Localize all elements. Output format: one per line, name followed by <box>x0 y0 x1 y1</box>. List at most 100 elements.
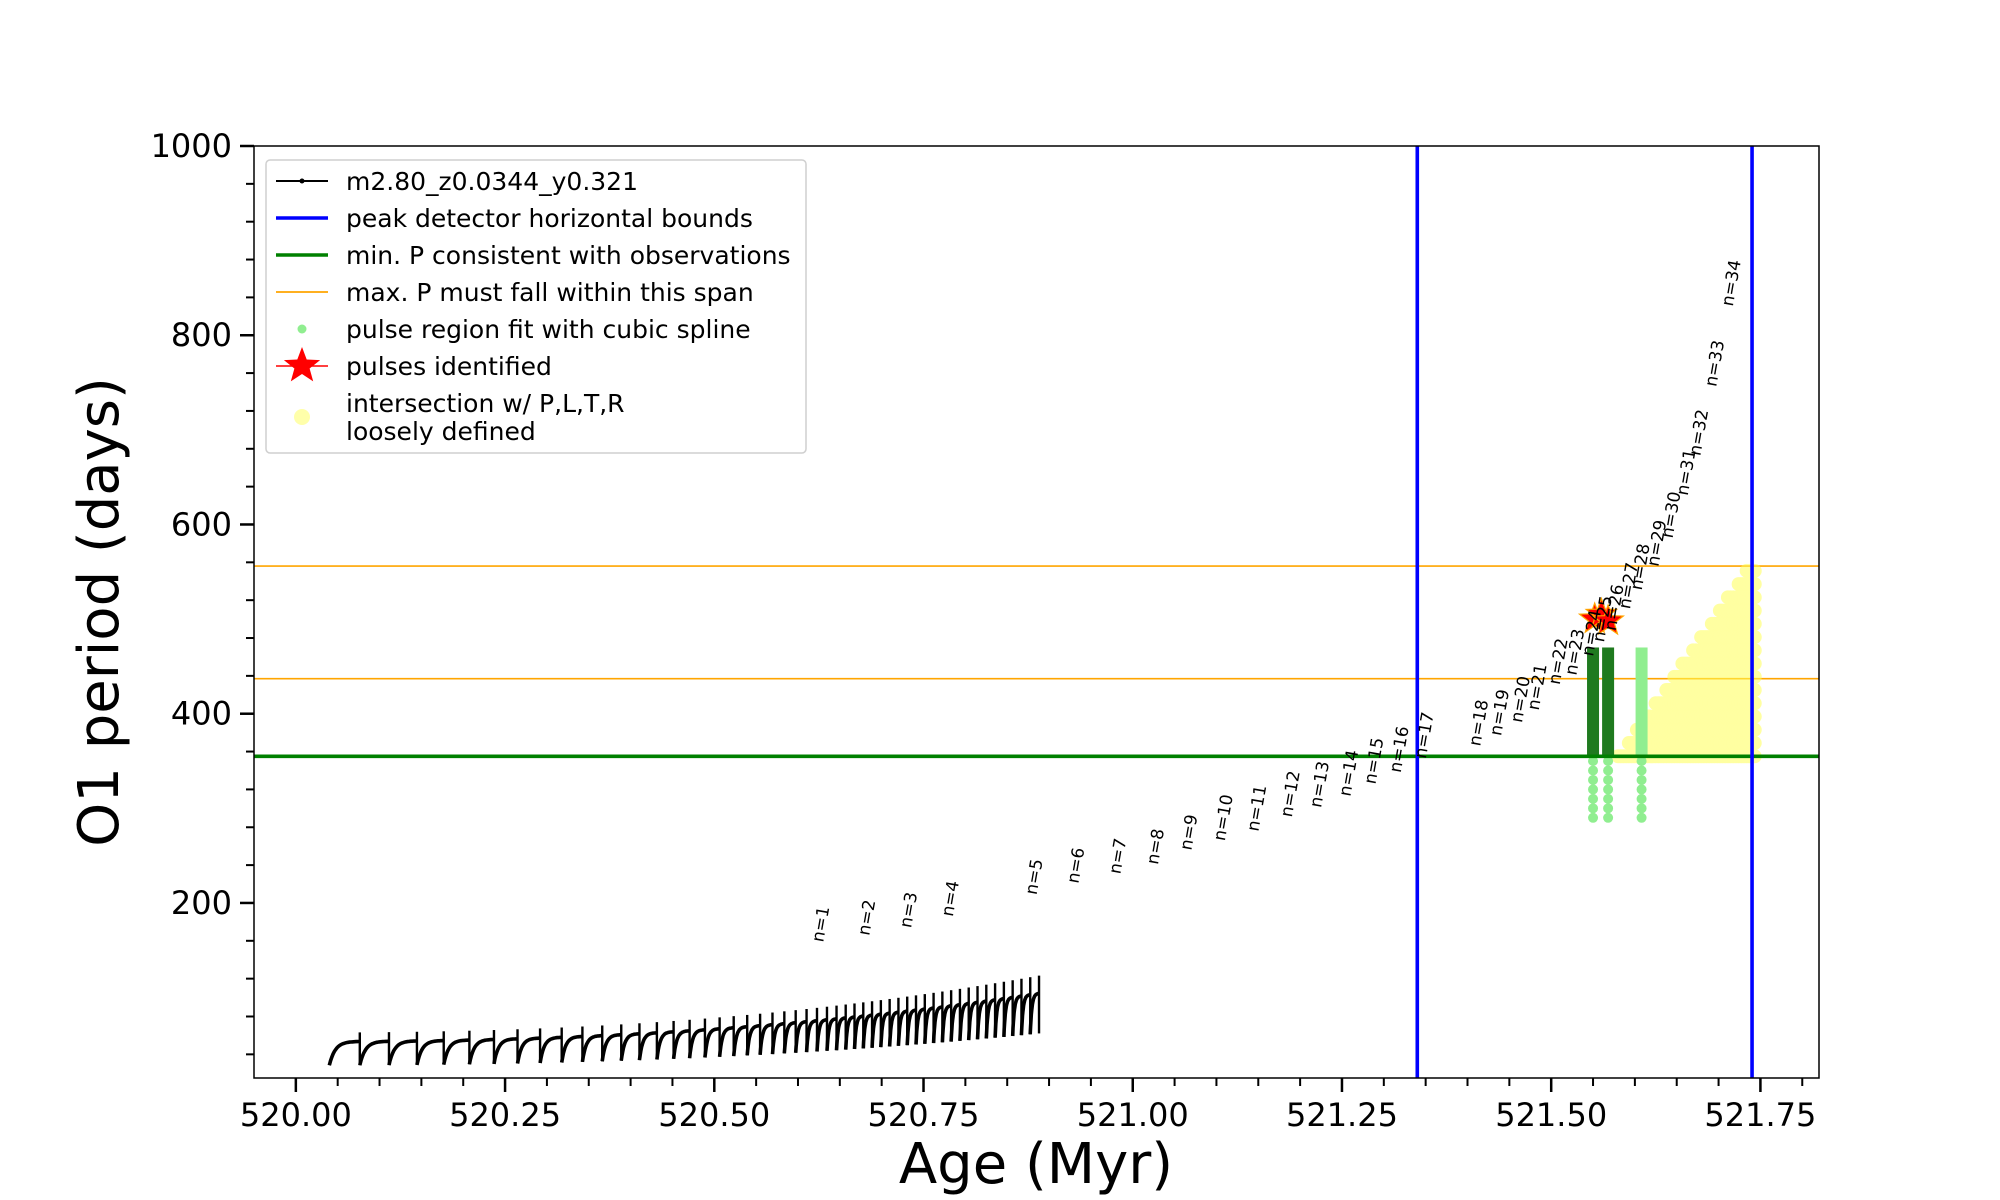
spline-point <box>1603 756 1614 767</box>
track-segment <box>923 1006 934 1044</box>
intersection-point <box>1747 683 1762 698</box>
x-axis-label: Age (Myr) <box>899 1132 1173 1197</box>
track-segment <box>559 1034 583 1063</box>
track-segment <box>770 1021 785 1055</box>
x-tick-label-1: 520.25 <box>449 1096 561 1134</box>
intersection-point <box>1747 643 1762 658</box>
pulse-identified-star-2 <box>1591 603 1625 636</box>
pulse-labels: n=1 n=2 n=3 n=4n=5 n=6 n=7 n=8 n=9 n=10 n=11 n=12 n… <box>808 258 1745 943</box>
spline-point <box>1636 793 1647 804</box>
spline-point <box>1636 803 1647 814</box>
track-segment <box>687 1028 705 1059</box>
track-segment <box>870 1012 881 1048</box>
spline-point <box>1636 756 1647 767</box>
track-segment <box>825 1017 837 1051</box>
legend-label-6-line2: loosely defined <box>346 417 536 446</box>
spline-points-group <box>1588 756 1647 823</box>
pulse-label-16: n=16 <box>1386 725 1414 774</box>
x-tick-label-2: 520.50 <box>658 1096 770 1134</box>
plot-frame <box>253 145 1820 1079</box>
track-segment <box>637 1031 658 1061</box>
spline-region-1 <box>1602 647 1615 757</box>
spline-point <box>1636 784 1647 795</box>
intersection-point <box>1747 563 1762 578</box>
pulse-label-34: n=34 <box>1718 258 1746 307</box>
spline-point <box>1603 765 1614 776</box>
spline-point <box>1603 812 1614 823</box>
spline-point <box>1603 793 1614 804</box>
pulse-label-12: n=12 <box>1277 769 1305 818</box>
intersection-point <box>1747 603 1762 618</box>
legend-box <box>265 159 807 454</box>
track-segment <box>515 1036 541 1064</box>
pulse-label-1: n=1 <box>808 905 834 944</box>
track-segment <box>914 1007 925 1045</box>
intersection-point <box>1747 669 1762 684</box>
track-segment <box>1002 995 1014 1037</box>
track-segment <box>415 1038 444 1066</box>
y-tick-label-3: 800 <box>171 316 232 354</box>
intersection-point <box>1747 616 1762 631</box>
spline-point <box>1588 793 1599 804</box>
legend-label-5: pulses identified <box>346 352 552 381</box>
pulse-label-30: n=30 <box>1658 490 1686 539</box>
legend-label-1: peak detector horizontal bounds <box>346 204 753 233</box>
pulse-label-15: n=15 <box>1361 736 1389 785</box>
spline-point <box>1588 774 1599 785</box>
track-segment <box>984 998 996 1039</box>
pulse-label-7: n=7 <box>1105 837 1131 876</box>
pulse-label-13: n=13 <box>1306 760 1334 809</box>
track-segment <box>580 1033 603 1063</box>
spline-point <box>1636 774 1647 785</box>
track-segment <box>966 1000 978 1041</box>
track-segment <box>731 1024 748 1057</box>
track-segment <box>852 1014 864 1050</box>
legend-handle-star <box>283 347 321 382</box>
intersection-point <box>1747 736 1762 751</box>
track-segment <box>600 1032 622 1062</box>
track-segment <box>717 1025 734 1057</box>
track-segment <box>655 1030 674 1060</box>
track-segment <box>327 1039 360 1066</box>
track-segment <box>887 1010 899 1047</box>
track-segment <box>358 1039 389 1066</box>
track-segment <box>843 1015 855 1050</box>
plot-area <box>254 146 1819 1078</box>
legend-handle-marker <box>299 178 305 184</box>
track-segment <box>671 1029 690 1060</box>
x-tick-label-3: 520.75 <box>868 1096 980 1134</box>
x-tick-label-5: 521.25 <box>1286 1096 1398 1134</box>
pulse-label-11: n=11 <box>1244 783 1272 832</box>
x-tick-label-0: 520.00 <box>240 1096 352 1134</box>
track-segment <box>804 1018 818 1053</box>
spline-point <box>1636 812 1647 823</box>
track-segment <box>703 1027 720 1058</box>
legend-label-3: max. P must fall within this span <box>346 278 754 307</box>
track-segment <box>975 999 987 1040</box>
legend-handle-dot <box>294 409 310 425</box>
track-segment <box>758 1022 773 1055</box>
track-segment <box>492 1037 518 1065</box>
track-segment <box>861 1013 873 1049</box>
intersection-point <box>1747 709 1762 724</box>
pulse-label-33: n=33 <box>1701 339 1729 388</box>
pulse-label-4: n=4 <box>938 879 964 918</box>
track-segment <box>387 1039 417 1066</box>
x-tick-label-6: 521.50 <box>1495 1096 1607 1134</box>
track-segment <box>905 1008 917 1046</box>
track-segment <box>993 996 1005 1038</box>
track-segment <box>896 1009 908 1046</box>
y-tick-label-4: 1000 <box>151 127 232 165</box>
spline-point <box>1636 765 1647 776</box>
pulse-label-8: n=8 <box>1143 827 1169 866</box>
intersection-point <box>1747 630 1762 645</box>
y-tick-label-1: 400 <box>171 695 232 733</box>
track-segment <box>1019 992 1031 1036</box>
y-axis-label: O1 period (days) <box>67 377 132 847</box>
spline-region-0 <box>1587 647 1600 757</box>
track-segment <box>834 1016 846 1051</box>
intersection-point <box>1747 656 1762 671</box>
spline-point <box>1603 803 1614 814</box>
